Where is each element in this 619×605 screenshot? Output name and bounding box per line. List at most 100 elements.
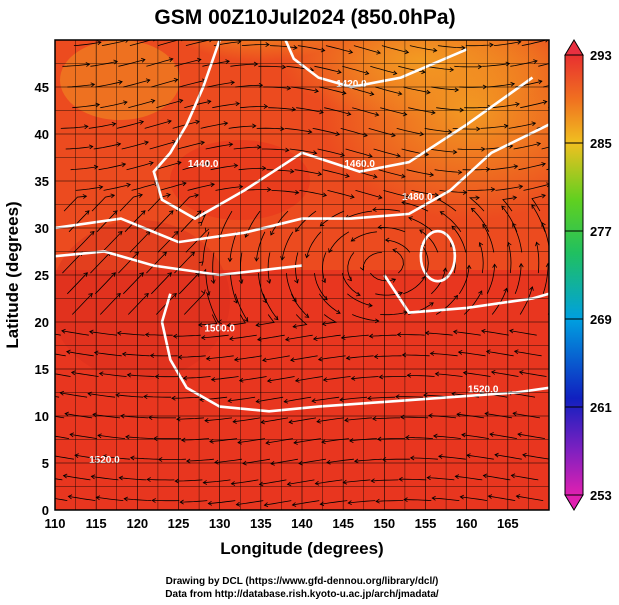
streamline-arrow: [291, 106, 297, 112]
streamline-arrow: [503, 287, 508, 293]
streamline-arrow: [424, 151, 430, 157]
streamline: [55, 498, 68, 501]
streamline: [372, 417, 400, 420]
streamline-arrow: [162, 251, 167, 257]
streamline-arrow: [293, 440, 298, 445]
streamline-arrow: [227, 257, 233, 263]
streamline-arrow: [113, 59, 118, 65]
streamline-arrow: [406, 372, 412, 378]
x-tick-label: 150: [373, 516, 395, 531]
contour-label: 1480.0: [402, 192, 433, 203]
streamline-arrow: [470, 207, 476, 213]
streamline: [320, 500, 348, 505]
streamline-arrow: [190, 251, 195, 257]
streamline-arrow: [144, 292, 149, 298]
streamline: [184, 100, 211, 109]
streamline-arrow: [423, 392, 428, 398]
streamline-arrow: [454, 474, 460, 480]
streamline: [547, 311, 549, 315]
streamline-arrow: [434, 192, 440, 198]
streamline: [368, 128, 396, 137]
streamline: [344, 417, 373, 421]
streamline: [400, 416, 429, 419]
streamline-arrow: [118, 80, 123, 85]
streamline-arrow: [265, 440, 270, 446]
streamline-arrow: [130, 455, 135, 461]
streamline: [523, 183, 549, 191]
streamline-arrow: [173, 77, 179, 83]
streamline-arrow: [377, 224, 382, 230]
streamline: [431, 268, 446, 295]
colorbar-tick-label: 293: [590, 48, 612, 63]
streamline-arrow: [426, 89, 431, 95]
streamline: [510, 60, 538, 67]
streamline-arrow: [490, 187, 496, 192]
streamline-arrow: [126, 182, 131, 188]
streamline-arrow: [461, 45, 466, 51]
streamline-arrow: [518, 262, 524, 268]
streamline: [261, 417, 289, 423]
streamline: [519, 286, 533, 315]
streamline: [68, 496, 96, 501]
streamline-arrow: [326, 459, 331, 465]
streamline: [179, 79, 206, 88]
streamline-arrow: [322, 192, 328, 198]
streamline-arrow: [368, 333, 374, 339]
streamline: [60, 126, 88, 129]
streamline-arrow: [431, 495, 436, 501]
streamline: [372, 208, 401, 212]
streamline-arrow: [197, 322, 203, 328]
streamline: [494, 454, 522, 460]
streamline-arrow: [62, 473, 68, 479]
streamline: [339, 396, 368, 401]
streamline: [317, 148, 345, 156]
streamline: [88, 123, 116, 129]
streamline-arrow: [452, 329, 458, 335]
streamline-arrow: [312, 336, 318, 341]
streamline-arrow: [146, 477, 151, 482]
streamline-arrow: [123, 100, 128, 105]
streamline-arrow: [200, 335, 206, 341]
streamline: [508, 122, 536, 129]
x-tick-label: 145: [332, 516, 354, 531]
streamline-arrow: [172, 333, 178, 339]
streamline: [383, 190, 411, 198]
streamline: [176, 417, 205, 420]
streamline-arrow: [84, 124, 89, 130]
contour-line: [152, 40, 534, 221]
streamline: [121, 141, 149, 150]
streamline-arrow: [429, 351, 435, 356]
streamline-arrow: [561, 58, 565, 62]
streamline-arrow: [139, 120, 145, 125]
streamline: [299, 190, 327, 196]
streamline: [127, 374, 155, 377]
streamline: [185, 231, 207, 253]
streamline-arrow: [447, 129, 453, 135]
streamline: [493, 41, 521, 46]
streamline: [351, 376, 379, 380]
streamline-arrow: [391, 278, 397, 283]
streamline: [343, 479, 371, 483]
streamline: [284, 396, 312, 403]
streamline: [159, 182, 187, 191]
streamline: [385, 239, 411, 253]
streamline-arrow: [307, 129, 313, 134]
streamline-arrow: [198, 261, 204, 266]
streamline: [270, 210, 289, 236]
streamline: [202, 231, 210, 262]
streamline-arrow: [372, 416, 377, 422]
streamline: [262, 355, 290, 361]
streamline: [205, 143, 233, 150]
streamline: [211, 376, 239, 381]
streamline-arrow: [408, 216, 413, 221]
streamline: [286, 273, 297, 302]
streamline-arrow: [556, 286, 560, 290]
y-axis-ticks: 0 5 10 15 20 25 30 35 40 45: [35, 80, 49, 518]
streamline-arrow: [369, 91, 375, 96]
streamline: [206, 355, 234, 360]
streamline: [511, 475, 539, 481]
streamline: [341, 334, 369, 339]
streamline-arrow: [89, 329, 94, 335]
streamline: [377, 438, 405, 440]
